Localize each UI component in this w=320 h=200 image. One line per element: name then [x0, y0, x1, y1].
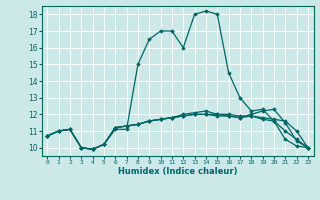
X-axis label: Humidex (Indice chaleur): Humidex (Indice chaleur)	[118, 167, 237, 176]
